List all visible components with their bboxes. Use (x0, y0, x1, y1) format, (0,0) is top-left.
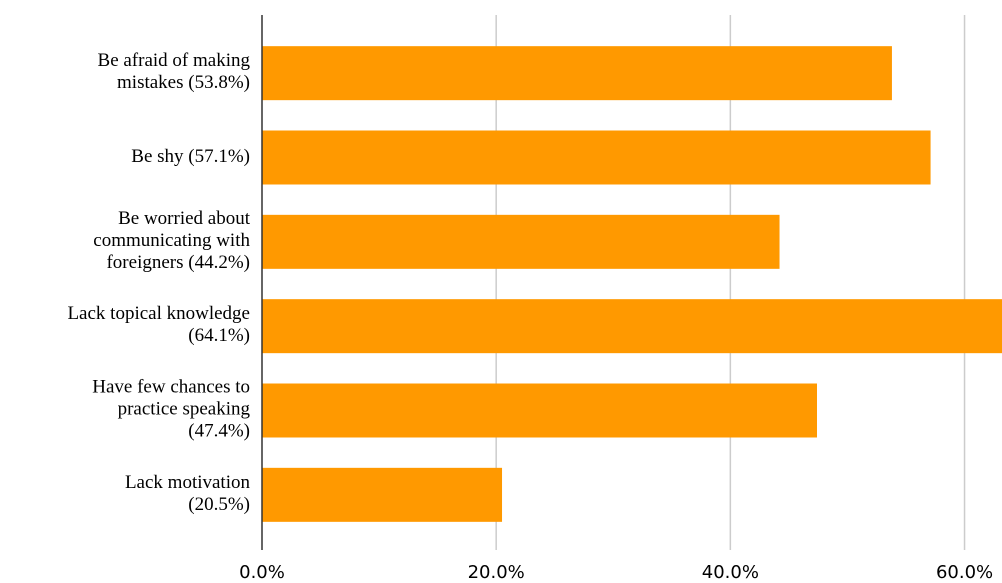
y-tick-label: Be afraid of making mistakes (53.8%) (98, 51, 251, 94)
y-tick-label: Be shy (57.1%) (131, 146, 250, 167)
bar (262, 383, 817, 438)
bars (262, 46, 1002, 522)
y-tick-label: Have few chances to practice speaking (47.… (92, 377, 250, 442)
bar (262, 467, 503, 522)
bar (262, 46, 892, 101)
bar (262, 130, 931, 185)
bar (262, 214, 780, 269)
y-tick-label: Lack motivation (20.5%) (125, 472, 251, 515)
x-tick-label: 40.0% (702, 562, 759, 583)
x-tick-label: 20.0% (468, 562, 525, 583)
y-tick-label: Be worried about communicating with foreig… (93, 208, 250, 273)
bar (262, 299, 1002, 354)
x-tick-label: 0.0% (239, 562, 285, 583)
y-tick-label: Lack topical knowledge (64.1%) (67, 304, 250, 347)
x-tick-label: 60.0% (936, 562, 993, 583)
